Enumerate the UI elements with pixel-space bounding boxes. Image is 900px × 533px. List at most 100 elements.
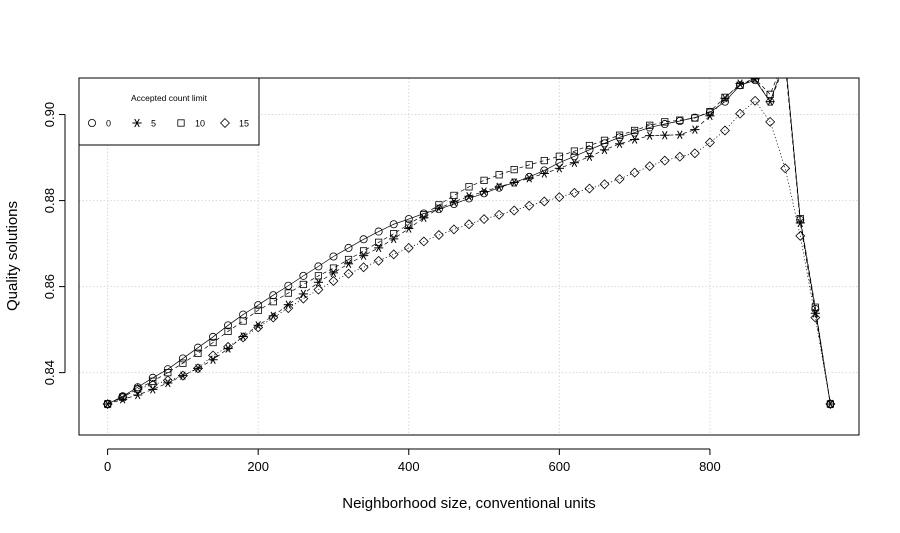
data-point xyxy=(389,220,398,229)
data-point xyxy=(313,284,324,295)
data-point xyxy=(390,230,398,238)
data-point xyxy=(375,238,383,246)
series-line xyxy=(107,78,831,405)
data-point xyxy=(224,327,232,335)
data-point xyxy=(418,236,429,247)
data-point xyxy=(465,183,473,191)
data-point xyxy=(614,139,625,149)
data-point xyxy=(539,169,549,178)
data-point xyxy=(645,131,655,140)
data-point xyxy=(224,321,233,330)
data-point xyxy=(555,152,563,160)
data-point xyxy=(646,121,654,129)
data-point xyxy=(464,194,473,203)
data-point xyxy=(269,298,277,306)
data-point xyxy=(811,303,819,311)
data-point xyxy=(509,205,520,216)
data-point xyxy=(599,179,610,190)
y-tick-label: 0.86 xyxy=(42,274,57,299)
data-point xyxy=(344,255,353,264)
data-point xyxy=(404,215,413,224)
data-point xyxy=(208,350,218,361)
data-point xyxy=(119,393,127,401)
data-point xyxy=(615,131,624,139)
data-point xyxy=(359,247,368,255)
data-point xyxy=(495,183,504,192)
data-point xyxy=(449,197,459,207)
data-point xyxy=(570,147,579,155)
series-line xyxy=(107,100,831,405)
x-tick-label: 0 xyxy=(104,459,111,474)
data-point xyxy=(420,211,428,219)
series-layer xyxy=(102,55,836,409)
data-point xyxy=(795,230,806,241)
data-point xyxy=(495,171,503,179)
series-line xyxy=(107,78,831,405)
data-point xyxy=(569,158,580,167)
plot-frame xyxy=(78,77,860,436)
data-point xyxy=(253,322,264,333)
data-point xyxy=(193,343,202,352)
series-10 xyxy=(104,78,834,408)
legend-label: 0 xyxy=(106,119,111,129)
data-point xyxy=(434,205,443,214)
data-point xyxy=(177,370,188,381)
data-point xyxy=(284,289,292,297)
data-point xyxy=(329,264,338,272)
data-point xyxy=(192,363,203,374)
data-point xyxy=(524,173,534,183)
data-point xyxy=(328,268,339,278)
data-point xyxy=(691,114,699,122)
data-point xyxy=(435,201,443,209)
data-point xyxy=(343,268,354,279)
x-tick-label: 200 xyxy=(247,459,269,474)
data-point xyxy=(389,234,399,244)
data-point xyxy=(494,209,505,220)
data-point xyxy=(780,163,791,174)
x-tick-label: 800 xyxy=(699,459,721,474)
data-point xyxy=(209,338,217,347)
data-point xyxy=(479,187,489,196)
data-point xyxy=(629,167,640,178)
data-point xyxy=(239,317,247,325)
data-point xyxy=(524,200,535,211)
data-point xyxy=(298,293,309,304)
data-point xyxy=(781,60,790,68)
x-axis-label: Neighborhood size, conventional units xyxy=(342,495,596,512)
data-point xyxy=(374,227,383,236)
data-point xyxy=(134,385,142,393)
y-tick-label: 0.90 xyxy=(42,102,57,127)
data-point xyxy=(358,262,369,273)
data-point xyxy=(359,235,368,244)
data-point xyxy=(223,341,234,352)
data-point xyxy=(314,262,323,271)
legend-title: Accepted count limit xyxy=(131,93,208,103)
data-point xyxy=(284,281,293,290)
data-point xyxy=(179,359,187,367)
data-point xyxy=(540,156,548,165)
data-point xyxy=(750,95,761,106)
data-point xyxy=(329,252,338,261)
data-point xyxy=(766,90,774,98)
data-point xyxy=(569,187,580,198)
data-point xyxy=(450,191,458,200)
data-point xyxy=(178,354,187,363)
data-point xyxy=(584,152,595,161)
data-point xyxy=(554,164,564,173)
data-point xyxy=(373,255,384,266)
data-point xyxy=(720,125,730,136)
data-point xyxy=(313,278,324,287)
data-point xyxy=(238,332,249,343)
data-point xyxy=(705,111,715,121)
data-point xyxy=(132,384,143,394)
data-point xyxy=(509,178,519,187)
legend-label: 10 xyxy=(195,119,205,129)
legend: Accepted count limit 0 5 10 15 xyxy=(78,77,260,146)
data-point xyxy=(584,183,595,194)
data-point xyxy=(765,97,775,106)
data-point xyxy=(283,303,294,314)
data-point xyxy=(782,55,789,62)
data-point xyxy=(117,392,128,403)
data-point xyxy=(796,215,804,223)
data-point xyxy=(254,306,262,314)
